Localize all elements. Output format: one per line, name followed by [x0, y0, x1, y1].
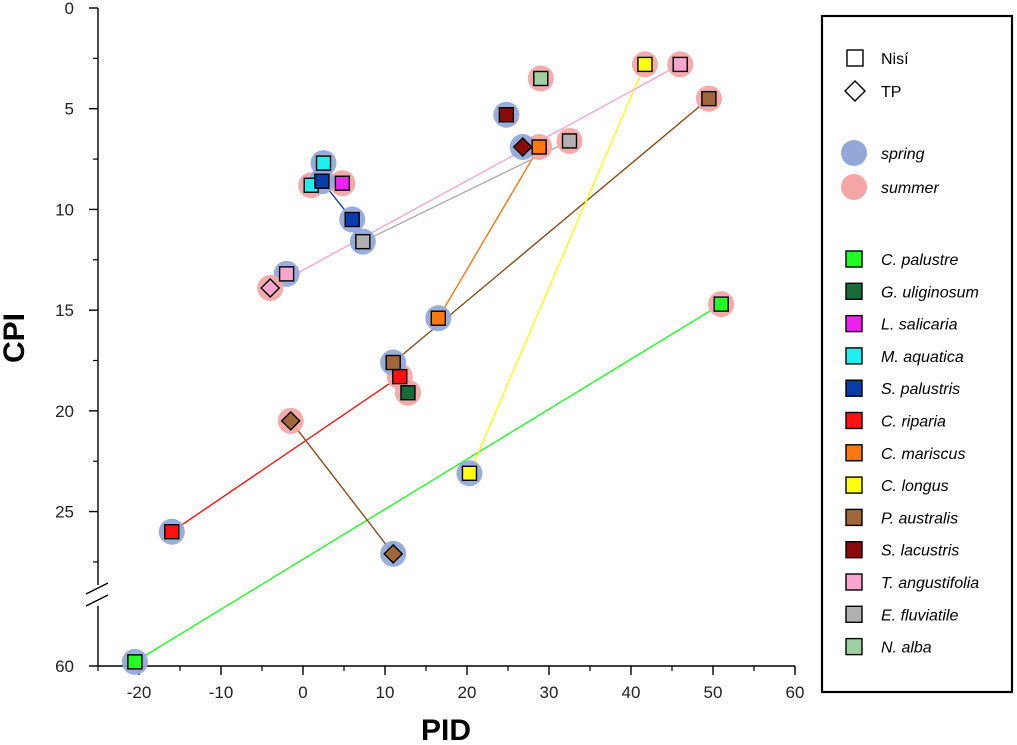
connecting-line	[269, 63, 681, 289]
connecting-line	[290, 420, 394, 555]
legend-species-marker	[845, 250, 863, 268]
legend-species-label: N. alba	[881, 640, 932, 657]
connecting-line	[437, 146, 540, 319]
legend-species-marker	[845, 347, 863, 365]
x-tick-label: 0	[298, 683, 307, 702]
x-tick-label: 20	[458, 683, 477, 702]
legend-species-marker	[845, 541, 863, 559]
legend-species-marker	[845, 411, 863, 430]
legend-species-marker	[845, 379, 863, 397]
data-point-square	[672, 56, 688, 73]
data-point-square	[498, 107, 515, 123]
data-point-square	[533, 70, 549, 87]
legend-site-marker	[846, 49, 864, 67]
legend-species-label: E. fluviatile	[881, 607, 958, 624]
data-point-diamond	[383, 543, 404, 564]
legend-species-label: S. palustris	[881, 381, 960, 398]
data-point-square	[430, 310, 446, 326]
legend-season-label: spring	[881, 146, 925, 163]
season-halos	[121, 51, 735, 675]
data-point-square	[637, 56, 653, 73]
x-tick-label: 40	[622, 683, 641, 702]
connecting-lines	[134, 63, 722, 663]
data-point-square	[392, 368, 408, 385]
legend-species-marker	[845, 605, 863, 623]
legend-species-marker	[845, 282, 863, 300]
legend-season-marker	[841, 140, 867, 166]
data-point-square	[561, 133, 578, 149]
legend-species-label: M. aquatica	[881, 349, 964, 366]
legend-species-label: G. uliginosum	[881, 284, 979, 301]
y-axis-break-mark	[85, 594, 109, 607]
data-point-diamond	[512, 136, 533, 157]
legend-site-label: Nisí	[881, 51, 909, 68]
y-tick-label: 20	[55, 402, 74, 421]
data-point-square	[701, 90, 717, 107]
data-point-square	[334, 175, 351, 191]
legend-species-marker	[845, 314, 863, 333]
y-axis-break-mark	[85, 582, 109, 595]
legend-species-label: C. riparia	[881, 414, 946, 431]
data-point-square	[344, 211, 360, 228]
legend-species-label: C. mariscus	[881, 446, 965, 463]
x-tick-label: -10	[209, 683, 234, 702]
legend-species-marker	[845, 573, 863, 591]
data-point-square	[461, 465, 478, 481]
x-tick-label: -20	[127, 683, 152, 702]
legend-species-marker	[845, 476, 863, 494]
legend-season-marker	[841, 174, 867, 200]
legend-species-marker	[845, 444, 863, 462]
legend-species-marker	[845, 637, 863, 656]
legend-season-label: summer	[881, 180, 939, 197]
data-point-square	[385, 354, 401, 371]
data-point-square	[713, 296, 729, 312]
legend-species-label: C. longus	[881, 478, 949, 495]
y-tick-label: 15	[55, 301, 74, 320]
legend-species-label: S. lacustris	[881, 543, 959, 560]
data-point-square	[355, 233, 371, 250]
x-axis-title: PID	[421, 714, 471, 745]
x-tick-label: 50	[704, 683, 723, 702]
y-tick-label: 5	[65, 100, 74, 119]
data-point-square	[531, 139, 547, 155]
data-point-square	[314, 173, 330, 189]
y-tick-label: 25	[55, 503, 74, 522]
data-point-square	[400, 385, 416, 401]
data-markers	[127, 56, 729, 670]
x-tick-label: 10	[376, 683, 395, 702]
x-tick-label: 30	[540, 683, 559, 702]
data-point-diamond	[280, 410, 301, 431]
y-tick-label: 10	[55, 200, 74, 219]
legend-species-label: L. salicaria	[881, 317, 958, 334]
connecting-line	[171, 376, 401, 533]
y-tick-label: 0	[65, 0, 74, 18]
data-point-diamond	[260, 277, 281, 298]
legend-site-marker	[844, 80, 866, 102]
legend-species-label: C. palustre	[881, 252, 958, 269]
legend-species-label: T. angustifolia	[881, 575, 979, 592]
data-point-square	[164, 524, 180, 540]
connecting-line	[134, 303, 722, 663]
legend-site-label: TP	[881, 84, 901, 101]
connecting-line	[468, 64, 646, 474]
y-axis-title: CPI	[0, 313, 31, 363]
data-point-square	[278, 266, 295, 282]
data-point-square	[127, 654, 143, 670]
y-tick-label: 60	[55, 657, 74, 676]
legend-species-label: P. australis	[881, 510, 958, 527]
axes: 0 5 10 15 20 25 60 -20 -10 0 10 20 30 40 50 60 PID CPI	[0, 0, 804, 745]
legend: Nisí TP spring summer C. palustre G. uliginos…	[820, 14, 1014, 694]
x-tick-label: 60	[786, 683, 805, 702]
data-point-square	[315, 155, 332, 171]
legend-species-marker	[845, 508, 863, 527]
